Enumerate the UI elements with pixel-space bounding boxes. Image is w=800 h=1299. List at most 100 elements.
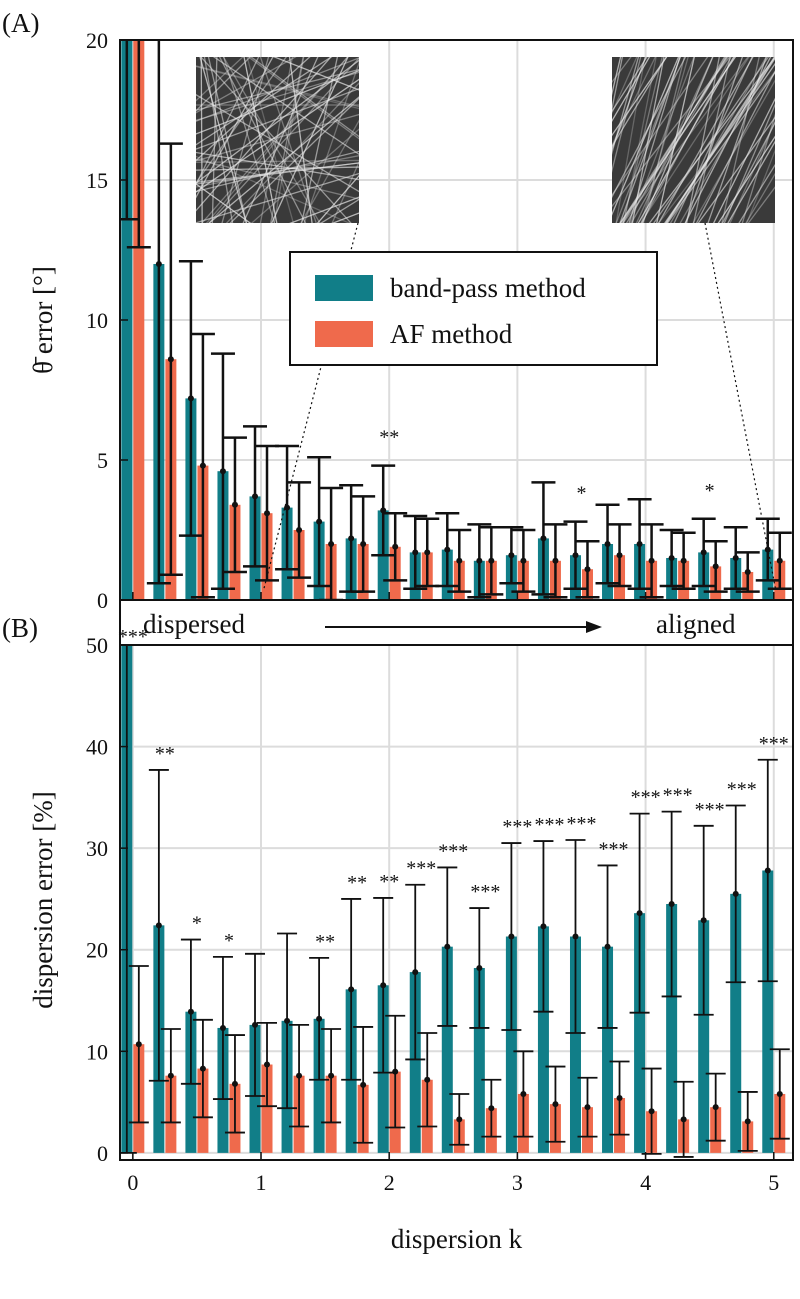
mean-dot [219, 468, 226, 475]
x-tick-label: 2 [384, 1170, 395, 1195]
inset-fibre [196, 69, 359, 135]
plot [120, 40, 793, 600]
mean-dot [636, 541, 643, 547]
inset-fibre [196, 172, 359, 223]
bar [261, 1064, 273, 1153]
inset-fibre [695, 70, 775, 223]
mean-dot [316, 518, 323, 525]
y-tick-label: 20 [86, 28, 108, 53]
inset-fibre [196, 151, 359, 181]
mean-dot [764, 546, 771, 553]
inset-fibre [629, 57, 695, 223]
significance: *** [438, 840, 468, 862]
bar [313, 1018, 325, 1153]
inset-fibre [721, 121, 775, 223]
inset-fibre [656, 57, 695, 223]
mean-dot [668, 901, 675, 908]
inset-fibre [630, 57, 727, 223]
mean-dot [155, 922, 162, 929]
mean-dot [252, 493, 259, 500]
inset-fibre [196, 65, 359, 108]
significance: *** [502, 816, 532, 838]
y-tick-label: 10 [86, 308, 108, 333]
bar [698, 920, 710, 1153]
mean-dot [476, 965, 483, 972]
mean-dot [167, 356, 174, 363]
inset-fibre [642, 57, 686, 223]
mean-dot [552, 557, 559, 564]
mean-dot [456, 1116, 463, 1123]
mean-dot [167, 1072, 174, 1079]
inset-fibre [657, 70, 775, 223]
y-tick-label: 0 [97, 588, 108, 613]
mean-dot [700, 917, 707, 924]
mean-dot [199, 1065, 206, 1072]
mean-dot [412, 549, 419, 556]
mean-dot [296, 1072, 303, 1079]
inset-fibre [250, 128, 359, 223]
inset-fibre [225, 82, 359, 223]
mean-dot [744, 569, 751, 575]
inset-fibre [246, 57, 295, 223]
y-axis-label: θ̄ error [°] [28, 266, 58, 374]
mean-dot [199, 462, 206, 469]
inset-fibre [196, 150, 359, 193]
mean-dot [680, 1116, 687, 1123]
inset-fibre [631, 57, 665, 223]
inset-fibre [612, 57, 638, 115]
bar [441, 946, 453, 1153]
inset-fibre [301, 57, 339, 223]
mean-dot [348, 986, 355, 993]
significance: * [192, 913, 202, 935]
significance: *** [118, 626, 148, 648]
inset-fibre [615, 57, 646, 223]
inset-fibre [721, 57, 760, 223]
mean-dot [520, 1090, 527, 1097]
inset-fibre [640, 57, 689, 223]
mean-dot [712, 563, 719, 570]
bar [505, 936, 517, 1153]
inset-fibre [612, 57, 648, 113]
inset-fibre [203, 57, 234, 223]
error-bar [126, 40, 151, 249]
inset-fibre [259, 57, 294, 223]
mean-dot [316, 1015, 323, 1022]
significance: ** [155, 743, 175, 765]
y-tick-label: 30 [86, 836, 108, 861]
significance: * [224, 930, 234, 952]
inset-fibre [717, 135, 775, 223]
significance: * [705, 480, 715, 502]
mean-dot [636, 910, 643, 917]
x-tick-label: 5 [768, 1170, 779, 1195]
inset-fibre [242, 57, 319, 223]
mean-dot [732, 555, 739, 561]
inset-fibre [205, 57, 349, 223]
mean-dot [296, 527, 303, 533]
inset-fibre [196, 183, 252, 223]
mean-dot [488, 1105, 495, 1112]
mean-dot [360, 1081, 367, 1088]
significance: ** [379, 427, 399, 449]
significance: *** [663, 785, 693, 807]
mean-dot [604, 943, 611, 950]
mean-dot [155, 261, 162, 267]
mean-dot [508, 552, 515, 559]
mean-dot [648, 1108, 655, 1115]
inset-fibre [738, 163, 775, 223]
legend-swatch [315, 275, 373, 301]
inset-fibre [622, 57, 663, 223]
mean-dot [424, 1076, 431, 1083]
inset-fibre [612, 57, 709, 197]
y-tick-label: 10 [86, 1039, 108, 1064]
inset-fibre [300, 119, 359, 223]
inset-fibre [712, 97, 775, 223]
mean-dot [264, 1061, 271, 1068]
mean-dot [572, 933, 579, 940]
legend-label: band-pass method [390, 273, 586, 303]
inset-fibre [727, 140, 775, 223]
inset-fibre [637, 57, 735, 223]
inset-fibre [612, 57, 668, 137]
y-tick-label: 20 [86, 938, 108, 963]
significance: *** [470, 881, 500, 903]
inset-fibre [272, 57, 359, 91]
